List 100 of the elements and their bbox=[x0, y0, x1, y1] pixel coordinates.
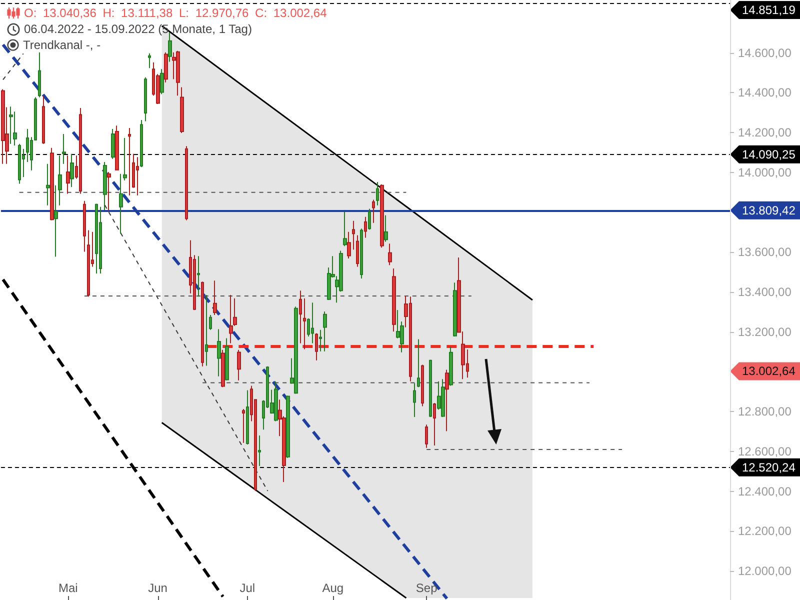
candlestick bbox=[128, 127, 131, 196]
candlestick bbox=[66, 154, 70, 194]
candlestick bbox=[46, 163, 50, 206]
candlestick bbox=[103, 162, 107, 211]
candlestick bbox=[38, 52, 41, 98]
candlestick bbox=[180, 86, 184, 134]
candlestick bbox=[213, 280, 217, 316]
x-tick-label: Jul bbox=[240, 581, 256, 595]
candlestick bbox=[160, 68, 164, 95]
candlestick bbox=[429, 359, 432, 418]
y-tick-label: 12.200,00 bbox=[738, 524, 792, 538]
candlestick bbox=[364, 216, 367, 238]
candlestick bbox=[50, 147, 54, 221]
candlestick bbox=[315, 332, 318, 361]
candlestick bbox=[18, 143, 21, 184]
candlestick bbox=[425, 424, 428, 448]
text: 13.002,64 bbox=[742, 364, 796, 378]
x-tick-label: Jun bbox=[148, 581, 168, 595]
candlestick bbox=[441, 378, 445, 418]
candlestick bbox=[87, 230, 90, 298]
candlestick bbox=[449, 346, 453, 386]
candlestick bbox=[197, 256, 200, 298]
candlestick bbox=[176, 50, 180, 96]
candlestick bbox=[217, 328, 221, 377]
x-tick-label: Aug bbox=[322, 581, 344, 595]
y-tick-label: 14.000,00 bbox=[738, 165, 792, 180]
annotation: Trendkanal -, - bbox=[23, 37, 101, 53]
candlestick bbox=[352, 220, 355, 250]
y-tick-label: 12.800,00 bbox=[738, 404, 792, 419]
candlestick bbox=[111, 128, 115, 160]
candlestick bbox=[258, 435, 261, 467]
ref-line-label: 14.851,19 bbox=[742, 3, 796, 17]
y-tick-label: 13.200,00 bbox=[738, 324, 792, 339]
candlestick bbox=[356, 234, 359, 268]
candlestick bbox=[107, 172, 111, 211]
candlestick bbox=[433, 402, 436, 446]
y-tick-label: 12.000,00 bbox=[738, 564, 792, 578]
y-tick-label: 14.400,00 bbox=[738, 86, 792, 100]
candlestick bbox=[368, 208, 371, 230]
candlestick bbox=[119, 173, 123, 234]
candlestick bbox=[58, 154, 62, 206]
candlestick bbox=[54, 184, 58, 258]
candlestick bbox=[343, 211, 347, 247]
candlestick bbox=[360, 228, 363, 279]
candlestick bbox=[144, 76, 147, 122]
candlestick bbox=[79, 108, 82, 194]
candlestick bbox=[299, 290, 302, 344]
candlestick bbox=[319, 329, 322, 352]
candlestick bbox=[380, 184, 384, 248]
candlestick bbox=[42, 95, 45, 144]
candlestick bbox=[221, 349, 225, 388]
candlestick bbox=[376, 181, 379, 206]
y-tick-label: 14.200,00 bbox=[738, 126, 792, 140]
candlestick bbox=[115, 125, 119, 171]
candlestick bbox=[225, 338, 229, 381]
candlestick bbox=[323, 311, 327, 352]
candlestick bbox=[185, 146, 188, 221]
candlestick bbox=[70, 153, 74, 188]
candlestick bbox=[392, 268, 396, 332]
candlestick bbox=[237, 349, 241, 381]
candlestick bbox=[242, 408, 245, 444]
candlestick bbox=[421, 364, 424, 407]
x-tick-label: Mai bbox=[58, 581, 78, 595]
y-tick-label: 12.600,00 bbox=[738, 444, 792, 458]
candlestick bbox=[417, 338, 420, 388]
ref-line-label: 12.520,24 bbox=[742, 460, 796, 474]
candlestick bbox=[294, 306, 298, 394]
y-tick-label: 14.600,00 bbox=[738, 46, 792, 60]
candlestick bbox=[384, 214, 388, 242]
y-tick-label: 12.400,00 bbox=[738, 484, 792, 498]
ref-line-label: 14.090,25 bbox=[742, 147, 796, 162]
candlestick bbox=[1, 88, 5, 164]
candlestick bbox=[229, 294, 233, 344]
candlestick bbox=[62, 133, 66, 164]
candlestick bbox=[83, 200, 86, 252]
candlestick bbox=[148, 52, 151, 69]
candlestick bbox=[123, 137, 127, 181]
candlestick bbox=[205, 294, 208, 366]
x-tick-label: Sep bbox=[416, 581, 438, 595]
candlestick bbox=[140, 120, 143, 168]
candlestick bbox=[286, 395, 290, 458]
text: O: 13.040,36 H: 13.111,38 L: 12.970,76 C: 13.002,64 bbox=[24, 5, 327, 21]
candlestick bbox=[311, 302, 314, 344]
candlestick bbox=[136, 156, 139, 196]
candlestick bbox=[388, 243, 392, 266]
candlestick bbox=[453, 282, 457, 337]
candlestick bbox=[274, 380, 278, 422]
candlestick bbox=[246, 390, 249, 446]
candlestick bbox=[372, 199, 375, 224]
candlestick bbox=[168, 32, 172, 62]
y-tick-label: 13.400,00 bbox=[738, 285, 792, 300]
candlestick bbox=[201, 281, 204, 367]
candlestick bbox=[164, 52, 168, 83]
candlestick bbox=[95, 203, 98, 274]
candlestick bbox=[347, 231, 351, 260]
candlestick bbox=[99, 206, 102, 274]
candlestick bbox=[209, 314, 212, 330]
ref-line-label: 13.809,42 bbox=[742, 203, 796, 218]
candlestick bbox=[413, 382, 416, 418]
candlestick bbox=[303, 298, 306, 350]
